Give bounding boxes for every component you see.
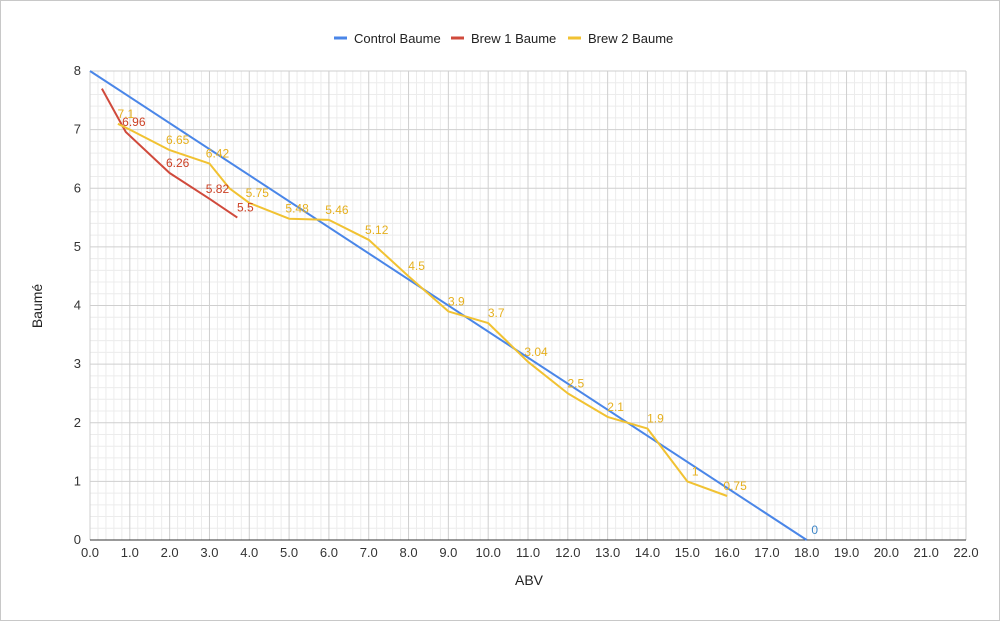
data-label: 5.5 — [237, 201, 254, 215]
x-tick-label: 13.0 — [595, 545, 620, 560]
y-tick-label: 3 — [74, 356, 81, 371]
x-tick-label: 11.0 — [516, 545, 540, 560]
legend-label: Control Baume — [354, 31, 441, 46]
x-axis-ticks: 0.0 1.0 2.0 3.0 4.0 5.0 6.0 7.0 8.0 9.0 10.0 11.0 12… — [81, 545, 979, 560]
data-label: 5.48 — [285, 202, 309, 216]
legend-label: Brew 1 Baume — [471, 31, 556, 46]
data-label: 5.12 — [365, 223, 389, 237]
data-label: 6.42 — [206, 147, 230, 161]
y-tick-label: 8 — [74, 63, 81, 78]
data-label: 3.7 — [488, 306, 505, 320]
series-line-1 — [89, 70, 808, 541]
data-label: 2.5 — [567, 376, 584, 390]
legend-label: Brew 2 Baume — [588, 31, 673, 46]
y-tick-label: 0 — [74, 532, 81, 547]
data-label: 6.65 — [166, 133, 190, 147]
data-label: 1 — [692, 464, 699, 478]
x-tick-label: 10.0 — [476, 545, 501, 560]
x-tick-label: 6.0 — [320, 545, 338, 560]
x-tick-label: 5.0 — [280, 545, 298, 560]
data-label: 5.82 — [206, 182, 230, 196]
series-line-3 — [117, 122, 728, 497]
data-label: 0.75 — [723, 479, 747, 493]
x-tick-label: 4.0 — [240, 545, 258, 560]
data-label: 1.9 — [647, 412, 664, 426]
data-label: 4.5 — [408, 259, 425, 273]
x-tick-label: 19.0 — [834, 545, 859, 560]
x-tick-label: 17.0 — [754, 545, 779, 560]
x-tick-label: 12.0 — [555, 545, 580, 560]
major-gridlines — [89, 70, 967, 541]
data-label: 5.46 — [325, 203, 349, 217]
x-tick-label: 21.0 — [914, 545, 939, 560]
x-tick-label: 15.0 — [675, 545, 700, 560]
x-tick-label: 8.0 — [400, 545, 418, 560]
x-tick-label: 7.0 — [360, 545, 378, 560]
data-label: 6.26 — [166, 156, 190, 170]
data-label: 6.96 — [122, 115, 146, 129]
x-tick-label: 22.0 — [953, 545, 978, 560]
data-label: 2.1 — [607, 400, 624, 414]
data-labels: 0 6.96 6.26 5.82 5.5 7.1 6.65 6.42 5.75 5.48 5.46 5… — [118, 107, 819, 537]
y-tick-label: 7 — [74, 122, 81, 137]
y-tick-label: 2 — [74, 415, 81, 430]
y-axis-title: Baumé — [29, 284, 45, 329]
data-label: 3.04 — [524, 345, 548, 359]
y-axis-ticks: 0 1 2 3 4 5 6 7 8 — [74, 63, 81, 547]
series-lines — [89, 70, 808, 541]
data-label: 7.1 — [118, 107, 135, 121]
data-label: 5.75 — [246, 186, 270, 200]
x-tick-label: 18.0 — [794, 545, 819, 560]
x-tick-label: 9.0 — [439, 545, 457, 560]
x-tick-label: 16.0 — [714, 545, 739, 560]
x-axis-title: ABV — [515, 572, 544, 588]
x-tick-label: 20.0 — [874, 545, 899, 560]
series-line-2 — [101, 88, 238, 219]
y-tick-label: 1 — [74, 473, 81, 488]
x-tick-label: 14.0 — [635, 545, 660, 560]
x-tick-label: 1.0 — [121, 545, 139, 560]
y-tick-label: 5 — [74, 239, 81, 254]
data-label: 0 — [811, 523, 818, 537]
x-tick-label: 0.0 — [81, 545, 99, 560]
data-label: 3.9 — [448, 294, 465, 308]
x-tick-label: 3.0 — [200, 545, 218, 560]
y-tick-label: 6 — [74, 180, 81, 195]
legend: Control Baume Brew 1 Baume Brew 2 Baume — [334, 31, 673, 46]
y-tick-label: 4 — [74, 298, 81, 313]
x-tick-label: 2.0 — [161, 545, 179, 560]
